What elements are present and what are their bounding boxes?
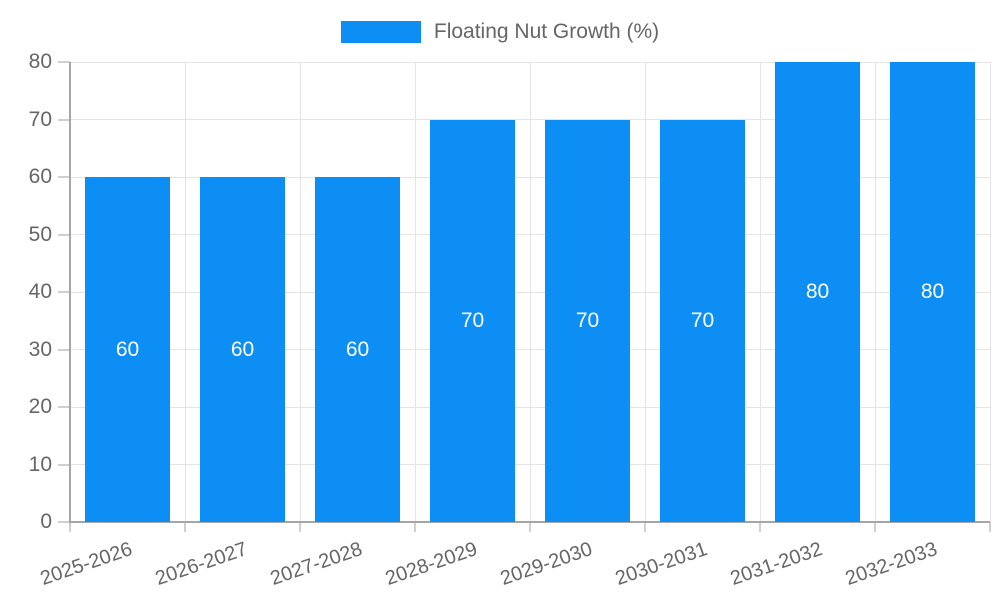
bar-2029-2030[interactable]: 70 xyxy=(545,119,630,522)
legend-item-floating-nut-growth[interactable]: Floating Nut Growth (%) xyxy=(340,20,660,44)
bar-2026-2027[interactable]: 60 xyxy=(200,177,285,522)
bar-2032-2033[interactable]: 80 xyxy=(890,62,975,522)
y-axis-tick xyxy=(58,118,70,121)
legend-label: Floating Nut Growth (%) xyxy=(433,20,660,43)
x-axis-line xyxy=(69,521,990,523)
bar-value-label: 80 xyxy=(805,280,830,303)
legend-swatch-icon xyxy=(340,21,421,43)
bar-value-label: 70 xyxy=(460,308,485,332)
x-gridline xyxy=(989,62,991,522)
y-axis-tick xyxy=(58,521,70,523)
x-axis-tick xyxy=(299,522,301,532)
y-axis-label: 10 xyxy=(28,452,52,476)
x-gridline xyxy=(184,62,186,522)
y-axis-tick xyxy=(58,406,70,408)
y-axis-label: 40 xyxy=(28,280,52,303)
x-axis-tick xyxy=(414,522,416,532)
chart-legend: Floating Nut Growth (%) xyxy=(0,20,1000,44)
y-axis-tick xyxy=(58,291,70,293)
bar-2027-2028[interactable]: 60 xyxy=(315,177,400,522)
x-gridline xyxy=(529,62,531,522)
x-axis-tick xyxy=(644,522,646,532)
bar-2031-2032[interactable]: 80 xyxy=(775,62,860,522)
x-gridline xyxy=(759,62,761,522)
x-gridline xyxy=(414,62,416,522)
bar-value-label: 70 xyxy=(575,308,600,332)
x-axis-tick xyxy=(759,522,761,532)
y-axis-tick xyxy=(58,61,70,63)
y-axis-label: 20 xyxy=(28,395,52,418)
x-gridline xyxy=(299,62,301,522)
x-gridline xyxy=(644,62,646,522)
x-axis-tick xyxy=(184,522,186,532)
bar-2025-2026[interactable]: 60 xyxy=(85,177,170,522)
x-axis-tick xyxy=(69,522,71,532)
y-axis-line xyxy=(69,62,71,522)
bar-2030-2031[interactable]: 70 xyxy=(660,119,745,522)
y-axis-tick xyxy=(58,176,70,178)
y-axis-label: 60 xyxy=(28,165,52,188)
y-axis-label: 50 xyxy=(28,222,52,246)
x-gridline xyxy=(874,62,876,522)
bar-value-label: 80 xyxy=(920,280,945,303)
y-axis-tick xyxy=(58,348,70,351)
bar-value-label: 60 xyxy=(345,337,370,361)
y-axis-tick xyxy=(58,233,70,236)
bar-value-label: 60 xyxy=(230,337,255,361)
bar-value-label: 60 xyxy=(115,337,140,361)
y-axis-label: 70 xyxy=(28,107,52,131)
y-axis-label: 80 xyxy=(28,50,52,73)
y-axis-tick xyxy=(58,463,70,466)
x-axis-tick xyxy=(874,522,876,532)
x-axis-tick xyxy=(529,522,531,532)
bar-value-label: 70 xyxy=(690,308,715,332)
x-axis-tick xyxy=(989,522,991,532)
y-axis-label: 30 xyxy=(28,337,52,361)
bar-2028-2029[interactable]: 70 xyxy=(430,119,515,522)
y-axis-label: 0 xyxy=(40,510,52,533)
